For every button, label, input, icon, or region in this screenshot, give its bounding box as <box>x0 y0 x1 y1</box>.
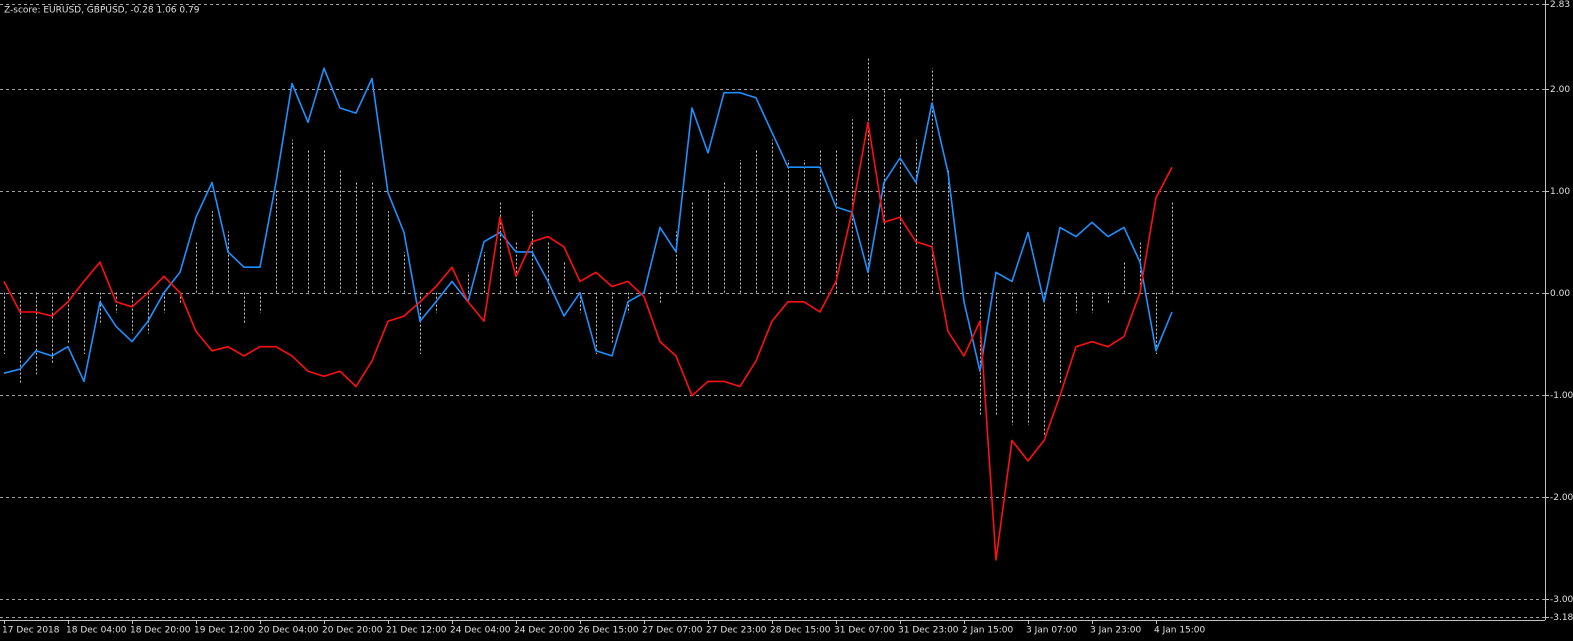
y-tick-label: 0.00 <box>1550 289 1570 299</box>
y-tick-label: -3.00 <box>1550 595 1573 605</box>
x-tick-label: 21 Dec 12:00 <box>386 626 447 636</box>
y-tick-label: 2.83 <box>1550 0 1570 10</box>
x-tick-label: 3 Jan 23:00 <box>1090 626 1142 636</box>
y-tick-label: -2.00 <box>1550 493 1573 503</box>
x-tick-label: 27 Dec 23:00 <box>706 626 767 636</box>
y-tick-label: -1.00 <box>1550 391 1573 401</box>
x-tick-label: 24 Dec 20:00 <box>514 626 575 636</box>
x-tick-label: 18 Dec 20:00 <box>130 626 191 636</box>
x-tick-label: 31 Dec 07:00 <box>834 626 895 636</box>
y-tick-label: 2.00 <box>1550 85 1570 95</box>
x-tick-label: 28 Dec 15:00 <box>770 626 831 636</box>
x-tick-label: 31 Dec 23:00 <box>898 626 959 636</box>
y-tick-label: 1.00 <box>1550 187 1570 197</box>
x-tick-label: 18 Dec 04:00 <box>66 626 127 636</box>
x-tick-label: 20 Dec 04:00 <box>258 626 319 636</box>
x-tick-label: 4 Jan 15:00 <box>1154 626 1206 636</box>
y-tick-label: -3.18 <box>1550 613 1573 623</box>
series-line <box>3 121 1173 561</box>
series-line <box>3 67 1173 383</box>
x-tick-label: 17 Dec 2018 <box>2 626 60 636</box>
x-tick-label: 3 Jan 07:00 <box>1026 626 1078 636</box>
x-tick-label: 27 Dec 07:00 <box>642 626 703 636</box>
chart-title: Z-score: EURUSD, GBPUSD, -0.28 1.06 0.79 <box>4 6 200 16</box>
x-tick-label: 19 Dec 12:00 <box>194 626 255 636</box>
x-tick-label: 26 Dec 15:00 <box>578 626 639 636</box>
x-tick-label: 24 Dec 04:00 <box>450 626 511 636</box>
x-tick-label: 2 Jan 15:00 <box>962 626 1014 636</box>
x-tick-label: 20 Dec 20:00 <box>322 626 383 636</box>
